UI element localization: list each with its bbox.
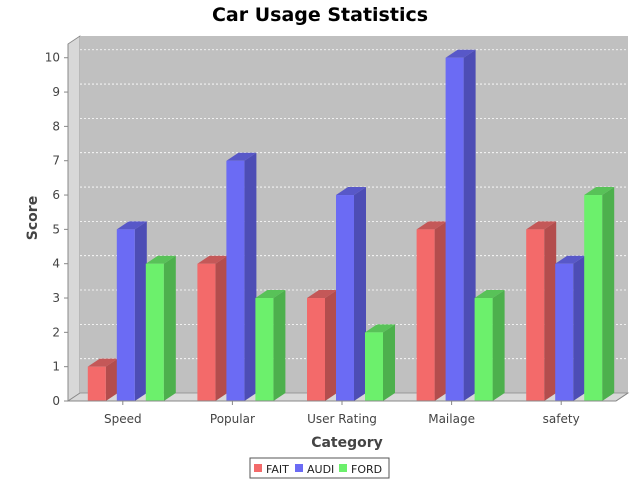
bar-top bbox=[474, 290, 505, 299]
bar-side bbox=[602, 187, 615, 401]
bar-front bbox=[336, 195, 354, 401]
bar bbox=[307, 290, 337, 401]
bar-top bbox=[307, 290, 337, 299]
bar-top bbox=[365, 324, 395, 333]
bar bbox=[526, 221, 557, 401]
bar-side bbox=[383, 324, 395, 401]
bar-side bbox=[434, 221, 447, 401]
bar-front bbox=[416, 229, 435, 401]
bar bbox=[474, 290, 505, 401]
bar-side bbox=[573, 255, 586, 401]
bar-front bbox=[307, 298, 325, 401]
bar-top bbox=[526, 221, 557, 230]
bar-front bbox=[526, 229, 545, 401]
bar-side bbox=[325, 290, 337, 401]
bar-top bbox=[555, 255, 586, 264]
bar-side bbox=[105, 358, 118, 401]
legend: FAIT AUDI FORD bbox=[249, 457, 390, 479]
bar-side bbox=[273, 290, 286, 401]
left-wall bbox=[67, 35, 81, 402]
bar bbox=[145, 255, 176, 401]
x-tick-label: Mailage bbox=[428, 412, 475, 426]
bar-front bbox=[555, 263, 574, 401]
legend-item: FAIT bbox=[254, 463, 289, 476]
bar-front bbox=[365, 332, 383, 401]
bar-side bbox=[354, 187, 366, 401]
legend-item: AUDI bbox=[295, 463, 334, 476]
bar-top bbox=[416, 221, 447, 230]
x-axis-end bbox=[615, 392, 629, 402]
bar-top bbox=[584, 187, 615, 196]
x-tick-label: User Rating bbox=[307, 412, 377, 426]
bar-top bbox=[197, 255, 228, 264]
y-axis-title: Score bbox=[25, 196, 41, 240]
legend-swatch bbox=[295, 464, 303, 472]
bar-top bbox=[87, 358, 118, 367]
legend-label: FORD bbox=[351, 463, 382, 476]
bar-side bbox=[134, 221, 147, 401]
bar bbox=[555, 255, 586, 401]
bar-side bbox=[544, 221, 557, 401]
y-tick-label: 9 bbox=[52, 85, 60, 99]
bar bbox=[336, 187, 366, 401]
bar-top bbox=[226, 152, 257, 161]
bar-top bbox=[336, 187, 366, 196]
bar bbox=[87, 358, 118, 401]
legend-swatch bbox=[339, 464, 347, 472]
x-axis-title: Category bbox=[311, 435, 383, 451]
bar-front bbox=[255, 298, 274, 401]
bar-front bbox=[474, 298, 493, 401]
bar-side bbox=[244, 152, 257, 401]
bar-side bbox=[463, 49, 476, 401]
x-tick-label: safety bbox=[543, 412, 580, 426]
bar bbox=[416, 221, 447, 401]
legend-label: AUDI bbox=[307, 463, 334, 476]
legend-item: FORD bbox=[339, 463, 382, 476]
bar-side bbox=[163, 255, 176, 401]
bar-side bbox=[492, 290, 505, 401]
y-tick-label: 4 bbox=[52, 257, 60, 271]
bar-top bbox=[255, 290, 286, 299]
bar-side bbox=[215, 255, 228, 401]
y-tick-label: 7 bbox=[52, 154, 60, 168]
bar-top bbox=[116, 221, 147, 230]
bar bbox=[226, 152, 257, 401]
x-tick-label: Popular bbox=[210, 412, 255, 426]
bar bbox=[116, 221, 147, 401]
legend-swatch bbox=[254, 464, 262, 472]
y-tick-label: 6 bbox=[52, 188, 60, 202]
bar-front bbox=[87, 366, 106, 401]
x-tick-label: Speed bbox=[104, 412, 142, 426]
bar-front bbox=[197, 263, 216, 401]
bar bbox=[255, 290, 286, 401]
bar-front bbox=[226, 160, 245, 401]
bar bbox=[197, 255, 228, 401]
axes-group: 0 1 2 3 4 5 6 7 8 9 10 Speed Popular User Rating Maila… bbox=[45, 44, 629, 426]
bar bbox=[445, 49, 476, 401]
chart-title: Car Usage Statistics bbox=[212, 4, 428, 26]
bar-front bbox=[116, 229, 135, 401]
bar-front bbox=[584, 195, 603, 401]
bar-front bbox=[445, 57, 464, 401]
y-tick-label: 3 bbox=[52, 291, 60, 305]
y-tick-label: 5 bbox=[52, 222, 60, 236]
bar bbox=[584, 187, 615, 401]
y-tick-label: 8 bbox=[52, 119, 60, 133]
legend-box bbox=[249, 457, 390, 479]
y-tick-label: 10 bbox=[45, 51, 60, 65]
legend-label: FAIT bbox=[266, 463, 289, 476]
y-tick-label: 0 bbox=[52, 394, 60, 408]
y-tick-label: 1 bbox=[52, 360, 60, 374]
bar bbox=[365, 324, 395, 401]
y-tick-label: 2 bbox=[52, 325, 60, 339]
bar-top bbox=[145, 255, 176, 264]
bar-front bbox=[145, 263, 164, 401]
bars-group bbox=[87, 49, 615, 401]
bar-top bbox=[445, 49, 476, 58]
